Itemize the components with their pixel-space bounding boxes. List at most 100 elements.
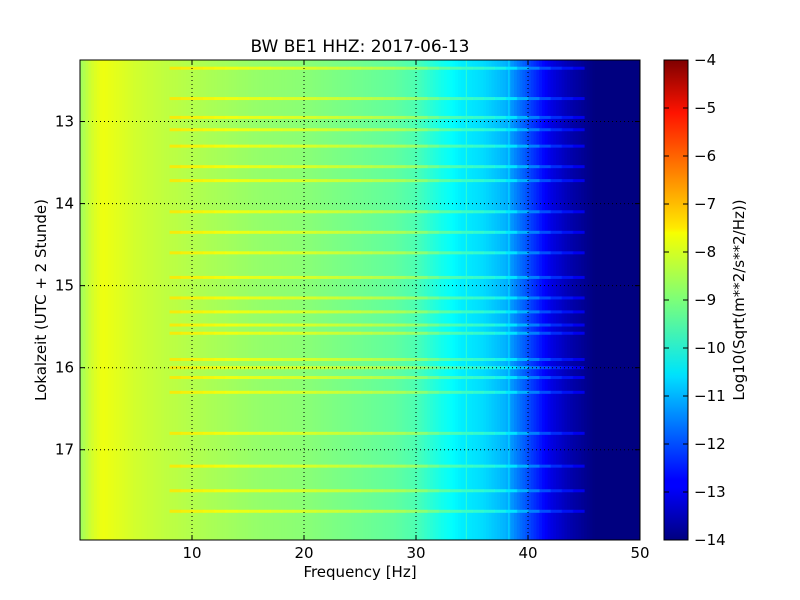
noise-band-segment <box>494 357 507 361</box>
noise-band-segment <box>192 128 204 132</box>
noise-band-segment <box>360 144 372 148</box>
noise-band-segment <box>516 128 529 132</box>
heatmap-column <box>343 60 347 540</box>
noise-band-segment <box>236 323 249 327</box>
noise-band-segment <box>438 323 451 327</box>
noise-band-segment <box>214 128 227 132</box>
noise-band-segment <box>427 366 439 370</box>
noise-band-segment <box>236 275 249 279</box>
noise-band-segment <box>169 275 182 279</box>
noise-band-segment <box>371 144 383 148</box>
noise-band-segment <box>203 376 215 380</box>
noise-band-segment <box>393 66 406 70</box>
noise-band-segment <box>516 310 529 314</box>
noise-band-segment <box>304 97 316 101</box>
heatmap-column <box>360 60 364 540</box>
noise-band-segment <box>236 115 249 119</box>
noise-band-segment <box>214 310 227 314</box>
noise-band-segment <box>304 210 316 214</box>
noise-band-segment <box>539 331 551 335</box>
noise-band-segment <box>225 179 238 183</box>
noise-band-segment <box>472 489 484 493</box>
chart-title: BW BE1 HHZ: 2017-06-13 <box>250 37 469 57</box>
noise-band-segment <box>516 230 529 234</box>
noise-band-segment <box>382 251 395 255</box>
heatmap-column <box>374 60 378 540</box>
heatmap-column <box>239 60 243 540</box>
heatmap-column <box>211 60 215 540</box>
noise-band-segment <box>404 210 417 214</box>
heatmap-column <box>82 60 87 540</box>
noise-band-segment <box>483 390 495 394</box>
noise-band-segment <box>528 115 540 119</box>
noise-band-segment <box>416 431 428 435</box>
noise-band-segment <box>259 66 271 70</box>
noise-band-segment <box>483 323 495 327</box>
heatmap-column <box>242 60 246 540</box>
heatmap-column <box>421 60 425 540</box>
noise-band-segment <box>427 489 439 493</box>
noise-band-segment <box>360 489 372 493</box>
noise-band-segment <box>449 179 462 183</box>
noise-band-segment <box>528 66 540 70</box>
noise-band-segment <box>438 390 451 394</box>
noise-band-segment <box>572 179 585 183</box>
noise-band-segment <box>528 431 540 435</box>
noise-band-segment <box>483 115 495 119</box>
noise-band-segment <box>225 376 238 380</box>
heatmap-column <box>127 60 131 540</box>
heatmap-column <box>631 60 635 540</box>
noise-band-segment <box>360 251 372 255</box>
heatmap-column <box>309 60 313 540</box>
colorbar-tick-label: −8 <box>694 243 716 261</box>
noise-band-segment <box>337 251 350 255</box>
colorbar-label: Log10(Sqrt(m**2/s**2/Hz)) <box>730 199 748 400</box>
noise-band-segment <box>259 390 271 394</box>
noise-band-segment <box>528 179 540 183</box>
noise-band-segment <box>337 366 350 370</box>
noise-band-segment <box>550 489 563 493</box>
noise-band-segment <box>550 357 563 361</box>
noise-band-segment <box>270 128 283 132</box>
noise-band-segment <box>192 331 204 335</box>
noise-band-segment <box>516 366 529 370</box>
heatmap-column <box>220 60 224 540</box>
heatmap-column <box>612 60 616 540</box>
noise-band-segment <box>270 115 283 119</box>
noise-band-segment <box>550 210 563 214</box>
noise-band-segment <box>326 296 339 300</box>
heatmap-column <box>122 60 126 540</box>
noise-band-segment <box>248 115 260 119</box>
heatmap-column <box>208 60 213 540</box>
heatmap-column <box>88 60 92 540</box>
noise-band-segment <box>572 165 585 169</box>
noise-band-segment <box>315 97 327 101</box>
noise-band-segment <box>449 464 462 468</box>
heatmap-column <box>516 60 521 540</box>
noise-band-segment <box>315 115 327 119</box>
heatmap-column <box>295 60 299 540</box>
heatmap-column <box>488 60 493 540</box>
colorbar-tick-label: −5 <box>694 99 716 117</box>
heatmap-column <box>458 60 462 540</box>
noise-band-segment <box>572 251 585 255</box>
noise-band-segment <box>348 390 361 394</box>
noise-band-segment <box>427 251 439 255</box>
noise-band-segment <box>528 489 540 493</box>
noise-band-segment <box>449 251 462 255</box>
noise-band-segment <box>225 210 238 214</box>
heatmap-column <box>332 60 336 540</box>
noise-band-segment <box>438 509 451 513</box>
noise-band-segment <box>561 128 574 132</box>
x-tick-label: 40 <box>518 544 537 562</box>
noise-band-segment <box>236 509 249 513</box>
noise-band-segment <box>539 251 551 255</box>
noise-band-segment <box>483 331 495 335</box>
noise-band-segment <box>315 66 327 70</box>
noise-band-segment <box>393 165 406 169</box>
noise-band-segment <box>539 97 551 101</box>
noise-band-segment <box>382 144 395 148</box>
heatmap-column <box>326 60 330 540</box>
noise-band-segment <box>516 97 529 101</box>
noise-band-segment <box>516 251 529 255</box>
